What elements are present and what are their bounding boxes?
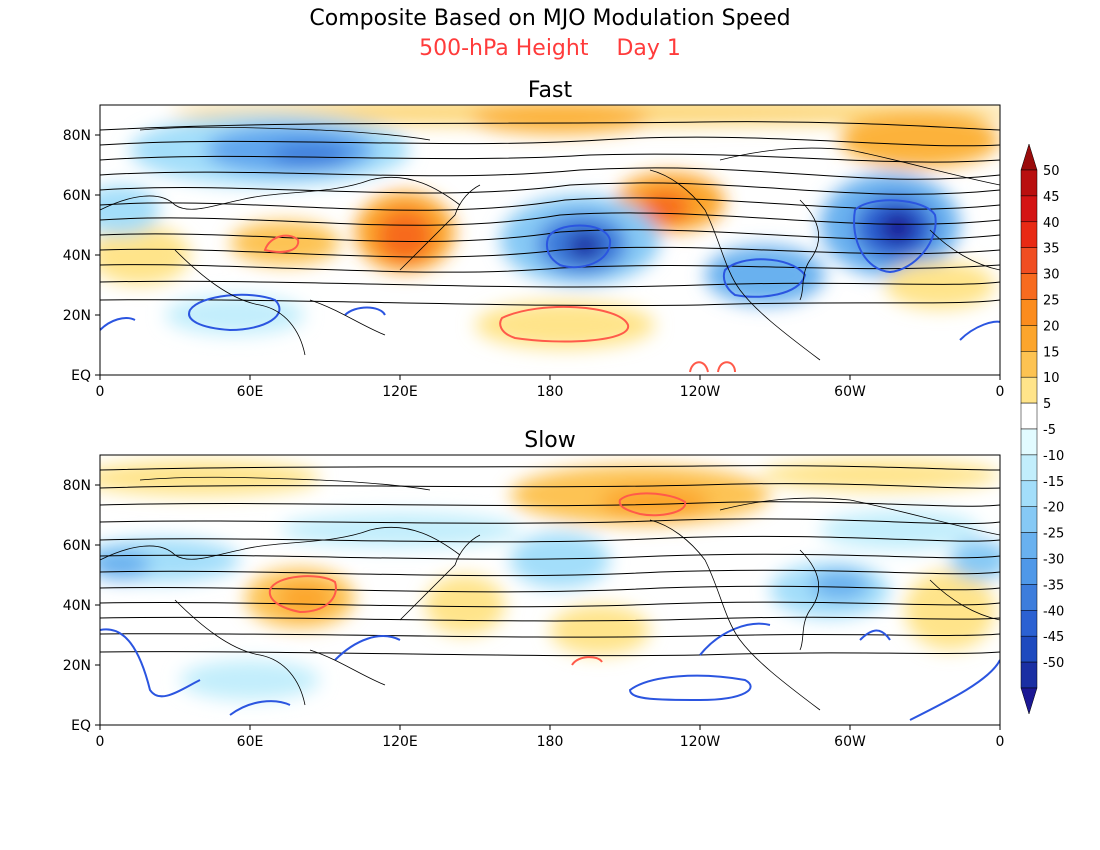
colorbar-label: -15	[1043, 475, 1064, 490]
colorbar-cell	[1020, 454, 1038, 482]
colorbar-label: -35	[1043, 578, 1064, 593]
slow-coastlines	[100, 476, 1000, 711]
slow-anomaly-contours	[100, 492, 1000, 721]
fast-y-tick-label: 40N	[63, 248, 91, 264]
slow-y-tick-label: 40N	[63, 598, 91, 614]
fast-x-tick-label: 60E	[237, 384, 264, 400]
slow-x-tick-label: 60E	[237, 734, 264, 750]
colorbar-cell	[1020, 480, 1038, 507]
colorbar-cell	[1020, 221, 1038, 248]
colorbar-label: 20	[1043, 319, 1060, 334]
slow-panel	[99, 454, 1001, 726]
fast-y-tick-label: 80N	[63, 128, 91, 144]
colorbar: 50 45 40 35 30 25 20 15 10 5 -5 -10 -15 -20 -25 -30 -35 -…	[1020, 143, 1064, 715]
colorbar-label: -5	[1043, 423, 1056, 438]
colorbar-label: 15	[1043, 345, 1060, 360]
colorbar-cell	[1020, 661, 1038, 689]
colorbar-cell	[1020, 428, 1038, 456]
fast-x-tick-label: 120E	[382, 384, 418, 400]
fast-y-tick-label: 60N	[63, 188, 91, 204]
panel-title-slow: Slow	[524, 428, 576, 453]
colorbar-label: 45	[1043, 190, 1060, 205]
colorbar-label: 40	[1043, 216, 1060, 231]
slow-y-tick-label: 60N	[63, 538, 91, 554]
colorbar-cell	[1020, 325, 1038, 352]
slow-x-tick-label: 120E	[382, 734, 418, 750]
colorbar-label: 25	[1043, 294, 1060, 309]
figure-title: Composite Based on MJO Modulation Speed	[309, 6, 791, 31]
figure-subtitle: 500-hPa Height Day 1	[0, 36, 1100, 61]
colorbar-cell	[1020, 351, 1038, 378]
colorbar-cell	[1020, 195, 1038, 223]
slow-y-tick-label: 80N	[63, 478, 91, 494]
slow-x-tick-label: 120W	[680, 734, 721, 750]
colorbar-label: -50	[1043, 656, 1064, 671]
fast-x-tick-label: 0	[96, 384, 105, 400]
fast-x-tick-label: 120W	[680, 384, 721, 400]
colorbar-under-triangle	[1020, 687, 1038, 715]
slow-x-tick-label: 60W	[834, 734, 866, 750]
subtitle-day: Day 1	[616, 36, 681, 61]
colorbar-label: 50	[1043, 164, 1060, 179]
colorbar-over-triangle	[1020, 143, 1038, 171]
fast-y-tick-label: 20N	[63, 308, 91, 324]
fast-x-tick-label: 0	[996, 384, 1005, 400]
fast-x-tick-label: 180	[537, 384, 564, 400]
colorbar-label: 10	[1043, 371, 1060, 386]
slow-anomaly-shading	[100, 459, 1000, 700]
axes-layer: 0 60E 120E 180 120W 60W 0 EQ 20N 40N 60N 80N 0 60E 120…	[63, 128, 1005, 750]
colorbar-cell	[1020, 402, 1038, 430]
colorbar-cell	[1020, 558, 1038, 585]
slow-x-tick-label: 0	[996, 734, 1005, 750]
colorbar-label: 5	[1043, 397, 1051, 412]
colorbar-cell	[1020, 532, 1038, 559]
colorbar-cell	[1020, 635, 1038, 663]
slow-x-tick-label: 180	[537, 734, 564, 750]
colorbar-cell	[1020, 247, 1038, 274]
fast-anomaly-contours	[100, 199, 1000, 373]
slow-height-contours	[100, 465, 1000, 657]
slow-y-tick-label: EQ	[71, 718, 91, 734]
colorbar-label: -25	[1043, 527, 1064, 542]
colorbar-label: 35	[1043, 242, 1060, 257]
colorbar-cell	[1020, 273, 1038, 300]
slow-x-tick-label: 0	[96, 734, 105, 750]
fast-height-contours	[100, 121, 1000, 307]
fast-y-tick-label: EQ	[71, 368, 91, 384]
slow-y-tick-label: 20N	[63, 658, 91, 674]
colorbar-cell	[1020, 169, 1038, 197]
colorbar-cell	[1020, 584, 1038, 611]
colorbar-label: -30	[1043, 553, 1064, 568]
colorbar-cell	[1020, 299, 1038, 326]
colorbar-cell	[1020, 610, 1038, 637]
fast-coastlines	[100, 126, 1000, 361]
colorbar-cell	[1020, 376, 1038, 404]
panel-title-fast: Fast	[527, 78, 573, 103]
subtitle-variable: 500-hPa Height	[419, 36, 589, 61]
colorbar-cell	[1020, 506, 1038, 533]
fast-anomaly-shading	[100, 105, 1000, 349]
fast-x-tick-label: 60W	[834, 384, 866, 400]
colorbar-label: -40	[1043, 604, 1064, 619]
colorbar-label: -10	[1043, 449, 1064, 464]
colorbar-label: -20	[1043, 501, 1064, 516]
fast-panel	[99, 104, 1001, 376]
colorbar-label: 30	[1043, 268, 1060, 283]
colorbar-label: -45	[1043, 630, 1064, 645]
